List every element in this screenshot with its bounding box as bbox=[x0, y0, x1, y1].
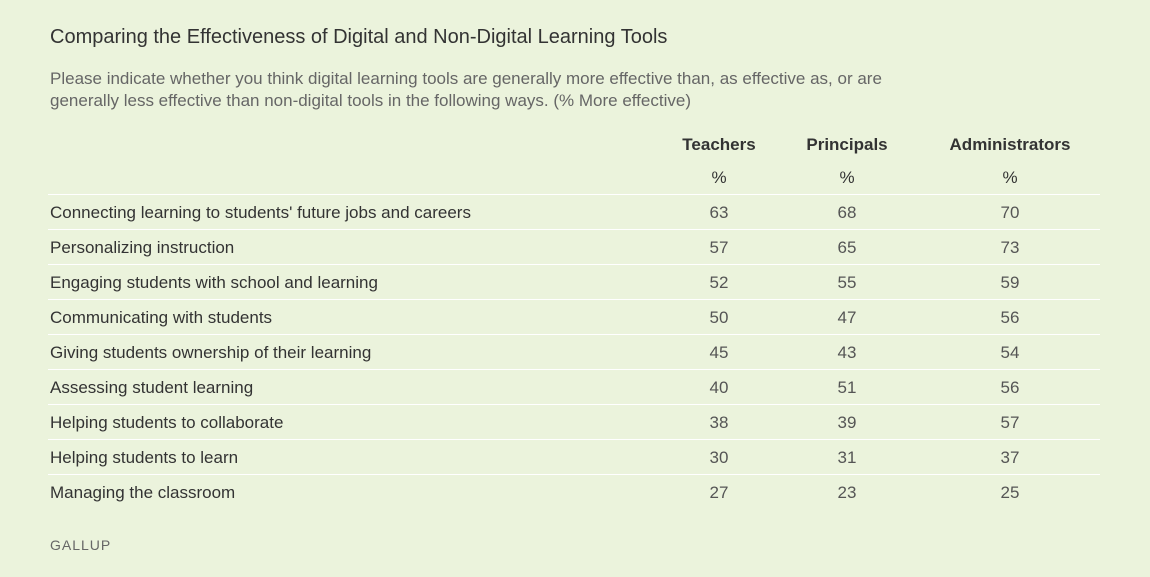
column-header-administrators: Administrators bbox=[949, 135, 1071, 154]
row-label: Communicating with students bbox=[50, 308, 273, 327]
cell-teachers: 50 bbox=[709, 308, 729, 327]
cell-teachers: 57 bbox=[709, 238, 729, 257]
cell-principals: 31 bbox=[837, 448, 857, 467]
column-header-principals: Principals bbox=[806, 135, 888, 154]
source-label: GALLUP bbox=[50, 537, 112, 553]
cell-principals: 47 bbox=[837, 308, 857, 327]
cell-administrators: 56 bbox=[1000, 308, 1020, 327]
cell-administrators: 70 bbox=[1000, 203, 1020, 222]
column-unit-principals: % bbox=[839, 168, 855, 187]
table-row: Communicating with students 50 47 56 bbox=[48, 299, 1100, 335]
cell-teachers: 27 bbox=[709, 483, 729, 502]
cell-principals: 65 bbox=[837, 238, 857, 257]
cell-principals: 55 bbox=[837, 273, 857, 292]
cell-teachers: 30 bbox=[709, 448, 729, 467]
row-label: Engaging students with school and learni… bbox=[50, 273, 378, 292]
row-label: Personalizing instruction bbox=[50, 238, 235, 257]
cell-principals: 23 bbox=[837, 483, 857, 502]
cell-administrators: 37 bbox=[1000, 448, 1020, 467]
row-label: Giving students ownership of their learn… bbox=[50, 343, 372, 362]
row-label: Helping students to learn bbox=[50, 448, 239, 467]
cell-principals: 43 bbox=[837, 343, 857, 362]
column-header-teachers: Teachers bbox=[682, 135, 756, 154]
cell-teachers: 52 bbox=[709, 273, 729, 292]
table-row: Giving students ownership of their learn… bbox=[48, 334, 1100, 370]
table-row: Helping students to collaborate 38 39 57 bbox=[48, 404, 1100, 440]
row-label: Managing the classroom bbox=[50, 483, 236, 502]
cell-teachers: 63 bbox=[709, 203, 729, 222]
table-row: Connecting learning to students' future … bbox=[48, 194, 1100, 230]
cell-teachers: 38 bbox=[709, 413, 729, 432]
table-row: Assessing student learning 40 51 56 bbox=[48, 369, 1100, 405]
cell-administrators: 59 bbox=[1000, 273, 1020, 292]
column-unit-teachers: % bbox=[711, 168, 727, 187]
cell-principals: 51 bbox=[837, 378, 857, 397]
table-row: Engaging students with school and learni… bbox=[48, 264, 1100, 300]
cell-administrators: 57 bbox=[1000, 413, 1020, 432]
chart-title: Comparing the Effectiveness of Digital a… bbox=[50, 26, 668, 48]
row-label: Connecting learning to students' future … bbox=[50, 203, 471, 222]
cell-administrators: 25 bbox=[1000, 483, 1020, 502]
row-label: Assessing student learning bbox=[50, 378, 254, 397]
cell-teachers: 40 bbox=[709, 378, 729, 397]
cell-principals: 39 bbox=[837, 413, 857, 432]
chart-subtitle: Please indicate whether you think digita… bbox=[50, 69, 882, 110]
cell-administrators: 54 bbox=[1000, 343, 1020, 362]
cell-teachers: 45 bbox=[709, 343, 729, 362]
cell-administrators: 56 bbox=[1000, 378, 1020, 397]
table-row: Managing the classroom 27 23 25 bbox=[48, 474, 1100, 510]
table-row: Helping students to learn 30 31 37 bbox=[48, 439, 1100, 475]
table-row: Personalizing instruction 57 65 73 bbox=[48, 229, 1100, 265]
cell-administrators: 73 bbox=[1000, 238, 1020, 257]
row-label: Helping students to collaborate bbox=[50, 413, 284, 432]
cell-principals: 68 bbox=[837, 203, 857, 222]
column-unit-administrators: % bbox=[1002, 168, 1018, 187]
